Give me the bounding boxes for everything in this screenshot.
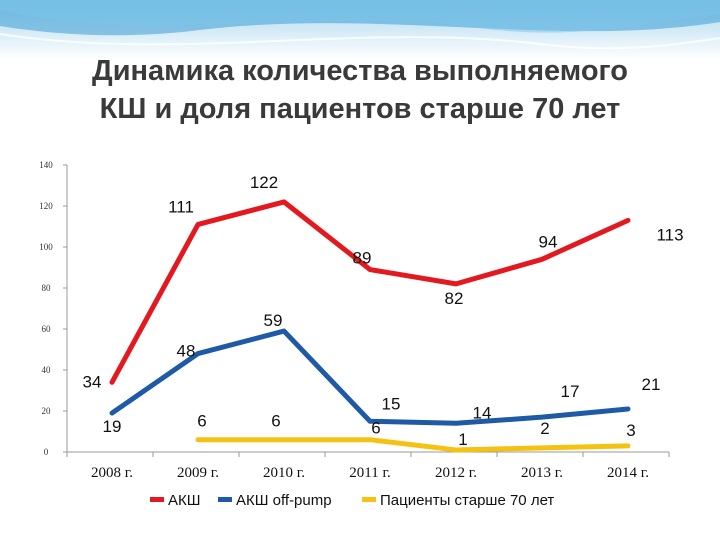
data-label: 6 (371, 419, 380, 438)
x-tick-label: 2010 г. (263, 465, 305, 481)
data-label: 6 (271, 412, 280, 431)
slide-title-line-2: КШ и доля пациентов старше 70 лет (99, 93, 621, 125)
x-tick-label: 2008 г. (91, 465, 133, 481)
y-tick-label: 80 (42, 283, 52, 293)
legend-swatch-2 (218, 497, 232, 502)
data-label: 1 (458, 430, 467, 449)
data-label: 94 (539, 232, 558, 251)
legend-label-3: Пациенты старше 70 лет (380, 492, 554, 509)
slide-title-line-1: Динамика количества выполняемого (92, 55, 628, 87)
data-label: 21 (642, 375, 661, 394)
data-label: 48 (177, 342, 196, 361)
data-label: 34 (83, 372, 102, 391)
slide-title: Динамика количества выполняемого КШ и до… (20, 52, 700, 128)
legend-label-1: АКШ (168, 492, 201, 509)
data-label: 2 (540, 419, 549, 438)
data-label: 15 (382, 394, 401, 413)
data-label: 6 (197, 412, 206, 431)
y-tick-label: 140 (39, 160, 53, 170)
data-label: 122 (250, 173, 278, 192)
series-line-2 (109, 328, 631, 426)
slide-header-decoration (0, 0, 720, 60)
y-tick-label: 20 (42, 406, 52, 416)
data-label: 59 (264, 311, 283, 330)
x-tick-label: 2014 г. (607, 465, 649, 481)
series-line-3 (195, 437, 631, 453)
x-tick-label: 2013 г. (521, 465, 563, 481)
y-tick-label: 40 (42, 365, 52, 375)
series-line-1 (109, 199, 631, 385)
legend-swatch-1 (150, 497, 164, 502)
y-tick-label: 0 (44, 447, 49, 457)
data-label: 17 (561, 382, 580, 401)
y-tick-label: 60 (42, 324, 52, 334)
x-tick-label: 2009 г. (177, 465, 219, 481)
data-label: 14 (473, 403, 492, 422)
legend-swatch-3 (362, 497, 376, 502)
data-label: 82 (445, 289, 464, 308)
data-label: 113 (656, 225, 683, 244)
data-label: 3 (626, 421, 635, 440)
data-label: 111 (168, 197, 194, 216)
data-label: 89 (353, 249, 372, 268)
legend-label-2: АКШ off-pump (236, 492, 332, 509)
x-tick-label: 2011 г. (349, 465, 390, 481)
y-tick-label: 100 (39, 242, 53, 252)
y-tick-label: 120 (39, 201, 53, 211)
x-tick-label: 2012 г. (435, 465, 477, 481)
data-label: 19 (103, 417, 122, 436)
